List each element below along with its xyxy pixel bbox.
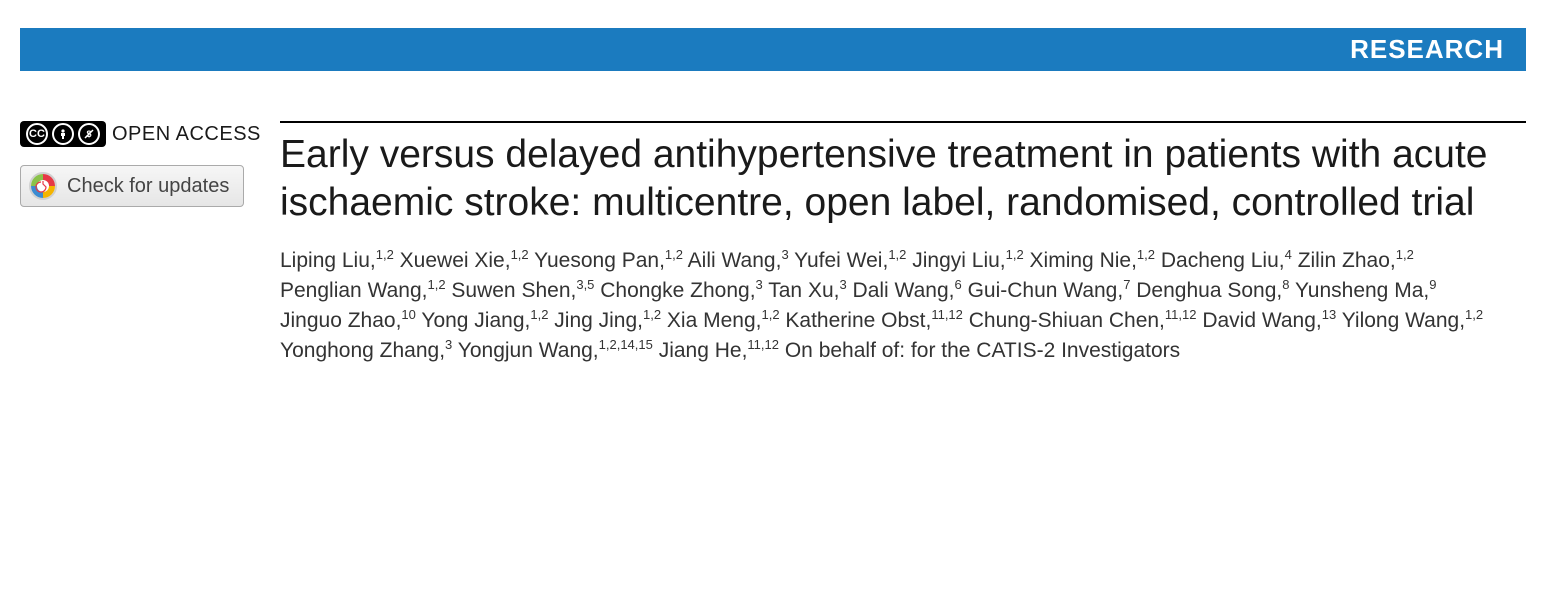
- author: David Wang,: [1202, 309, 1321, 332]
- banner-label: RESEARCH: [1350, 34, 1504, 64]
- author-affiliation: 1,2: [1137, 247, 1155, 262]
- sidebar: CC $ OPEN ACCESS: [20, 121, 280, 365]
- author-affiliation: 3,5: [576, 277, 594, 292]
- author-affiliation: 1,2: [1396, 247, 1414, 262]
- author-affiliation: 1,2: [1465, 307, 1483, 322]
- author-group-suffix: On behalf of: for the CATIS-2 Investigat…: [785, 339, 1180, 362]
- open-access-label: OPEN ACCESS: [112, 123, 261, 146]
- section-banner: RESEARCH: [20, 28, 1526, 71]
- article-title: Early versus delayed antihypertensive tr…: [280, 131, 1496, 226]
- author-affiliation: 7: [1123, 277, 1130, 292]
- check-for-updates-label: Check for updates: [67, 175, 229, 198]
- author: Liping Liu,: [280, 249, 376, 272]
- author: Yufei Wei,: [794, 249, 888, 272]
- author-affiliation: 11,12: [1165, 307, 1197, 322]
- author-affiliation: 4: [1285, 247, 1292, 262]
- author: Yilong Wang,: [1342, 309, 1465, 332]
- author-affiliation: 1,2: [761, 307, 779, 322]
- author-affiliation: 3: [445, 337, 452, 352]
- author-affiliation: 3: [839, 277, 846, 292]
- author: Zilin Zhao,: [1298, 249, 1396, 272]
- author-affiliation: 11,12: [931, 307, 963, 322]
- author: Xuewei Xie,: [400, 249, 511, 272]
- author-affiliation: 1,2: [888, 247, 906, 262]
- author: Chung-Shiuan Chen,: [969, 309, 1165, 332]
- author: Denghua Song,: [1136, 279, 1282, 302]
- author-affiliation: 1,2: [665, 247, 683, 262]
- cc-license-badge: CC $: [20, 121, 106, 147]
- author: Yongjun Wang,: [458, 339, 599, 362]
- author-affiliation: 1,2: [643, 307, 661, 322]
- author-affiliation: 11,12: [747, 337, 779, 352]
- author-list: Liping Liu,1,2 Xuewei Xie,1,2 Yuesong Pa…: [280, 246, 1496, 365]
- author: Yunsheng Ma,: [1295, 279, 1429, 302]
- author-affiliation: 3: [781, 247, 788, 262]
- author-affiliation: 9: [1429, 277, 1436, 292]
- author: Chongke Zhong,: [600, 279, 755, 302]
- author: Dacheng Liu,: [1161, 249, 1285, 272]
- author: Dali Wang,: [853, 279, 955, 302]
- author-affiliation: 1,2: [511, 247, 529, 262]
- crossmark-icon: [29, 172, 57, 200]
- nc-icon: $: [78, 123, 100, 145]
- by-icon: [52, 123, 74, 145]
- author: Xia Meng,: [667, 309, 762, 332]
- author: Jing Jing,: [554, 309, 643, 332]
- author-affiliation: 13: [1322, 307, 1336, 322]
- author-affiliation: 3: [756, 277, 763, 292]
- author: Jingyi Liu,: [912, 249, 1005, 272]
- author-affiliation: 1,2,14,15: [599, 337, 653, 352]
- author: Suwen Shen,: [451, 279, 576, 302]
- author: Jinguo Zhao,: [280, 309, 401, 332]
- author-affiliation: 1,2: [427, 277, 445, 292]
- author: Ximing Nie,: [1030, 249, 1137, 272]
- author: Gui-Chun Wang,: [968, 279, 1124, 302]
- author: Jiang He,: [659, 339, 748, 362]
- open-access-row: CC $ OPEN ACCESS: [20, 121, 280, 147]
- author: Yuesong Pan,: [534, 249, 665, 272]
- author-affiliation: 10: [401, 307, 415, 322]
- author: Aili Wang,: [688, 249, 782, 272]
- article-header: Early versus delayed antihypertensive tr…: [280, 121, 1526, 365]
- author: Penglian Wang,: [280, 279, 427, 302]
- author-affiliation: 1,2: [1006, 247, 1024, 262]
- content-row: CC $ OPEN ACCESS: [20, 121, 1526, 365]
- author-affiliation: 1,2: [376, 247, 394, 262]
- author: Katherine Obst,: [785, 309, 931, 332]
- author: Yonghong Zhang,: [280, 339, 445, 362]
- author: Yong Jiang,: [421, 309, 530, 332]
- check-for-updates-button[interactable]: Check for updates: [20, 165, 244, 207]
- cc-icon: CC: [26, 123, 48, 145]
- author-affiliation: 1,2: [530, 307, 548, 322]
- author-affiliation: 6: [954, 277, 961, 292]
- author: Tan Xu,: [768, 279, 839, 302]
- author-affiliation: 8: [1282, 277, 1289, 292]
